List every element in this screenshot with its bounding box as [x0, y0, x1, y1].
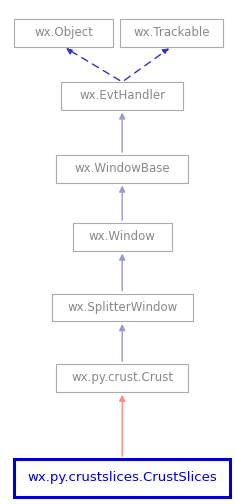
FancyBboxPatch shape: [56, 155, 188, 183]
FancyBboxPatch shape: [56, 364, 188, 392]
Text: wx.py.crustslices.CrustSlices: wx.py.crustslices.CrustSlices: [27, 471, 217, 484]
FancyBboxPatch shape: [73, 223, 172, 250]
Text: wx.Window: wx.Window: [89, 230, 156, 243]
FancyBboxPatch shape: [52, 293, 193, 322]
FancyBboxPatch shape: [61, 82, 183, 109]
Text: wx.py.crust.Crust: wx.py.crust.Crust: [71, 371, 173, 385]
FancyBboxPatch shape: [14, 459, 230, 497]
Text: wx.WindowBase: wx.WindowBase: [74, 162, 170, 175]
Text: wx.EvtHandler: wx.EvtHandler: [79, 89, 165, 102]
Text: wx.SplitterWindow: wx.SplitterWindow: [67, 301, 177, 314]
Text: wx.Trackable: wx.Trackable: [133, 26, 210, 39]
FancyBboxPatch shape: [14, 19, 113, 46]
Text: wx.Object: wx.Object: [34, 26, 93, 39]
FancyBboxPatch shape: [120, 19, 223, 46]
